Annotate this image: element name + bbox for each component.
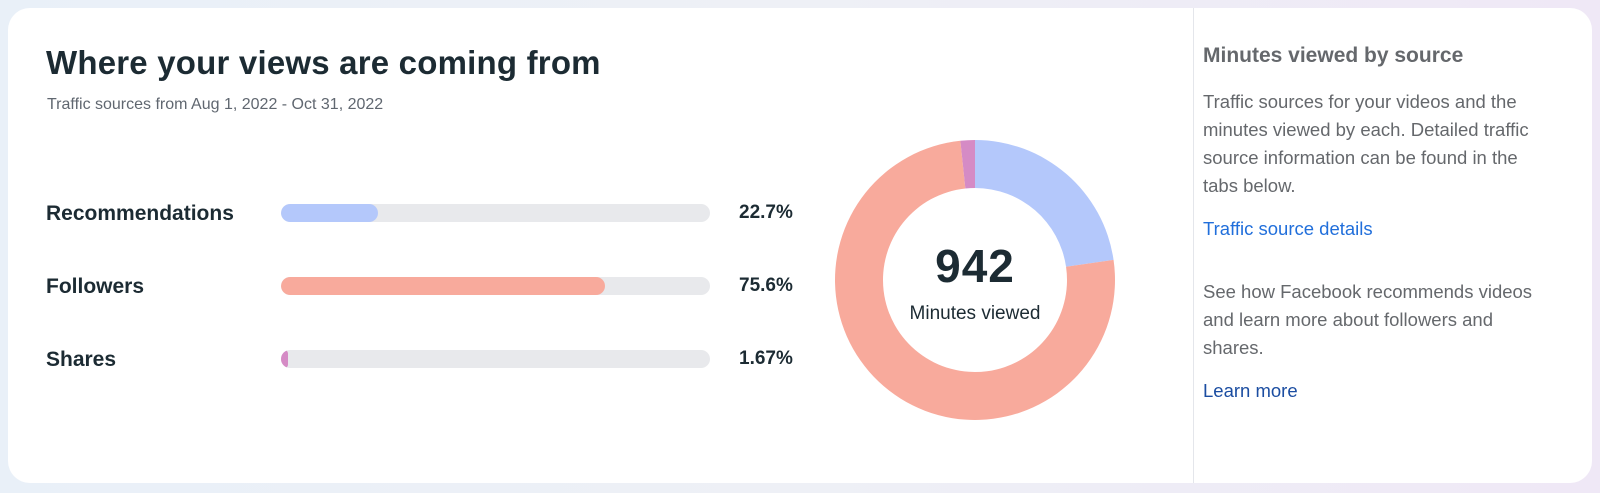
source-row-shares: Shares 1.67% — [46, 344, 806, 374]
donut-slice-shares — [960, 140, 975, 189]
minutes-viewed-value: 942 — [935, 240, 1015, 292]
learn-more-link[interactable]: Learn more — [1203, 380, 1298, 401]
traffic-sources-main: Where your views are coming from Traffic… — [8, 8, 1193, 483]
minutes-viewed-caption: Minutes viewed — [909, 303, 1041, 324]
traffic-sources-card: Where your views are coming from Traffic… — [8, 8, 1592, 483]
source-percent: 1.67% — [739, 348, 793, 369]
source-percent: 75.6% — [739, 275, 793, 296]
donut-slice-followers — [835, 140, 1115, 420]
panel-divider — [1193, 8, 1194, 483]
source-bar-track — [281, 350, 710, 368]
date-range-subtitle: Traffic sources from Aug 1, 2022 - Oct 3… — [47, 96, 384, 113]
donut-slice-recommendations — [975, 140, 1114, 267]
source-percent: 22.7% — [739, 202, 793, 223]
source-bar-fill — [281, 277, 606, 295]
source-label: Recommendations — [46, 202, 234, 225]
source-bar-track — [281, 277, 710, 295]
source-row-recommendations: Recommendations 22.7% — [46, 198, 806, 228]
page-title: Where your views are coming from — [46, 44, 601, 81]
sidebar-title: Minutes viewed by source — [1203, 44, 1464, 67]
source-bar-fill — [281, 204, 379, 222]
sidebar-recommend-text: See how Facebook recommends videos and l… — [1203, 281, 1533, 358]
traffic-source-details-link[interactable]: Traffic source details — [1203, 218, 1373, 239]
donut-svg — [835, 140, 1115, 420]
info-sidebar: Minutes viewed by source Traffic sources… — [1195, 8, 1575, 483]
minutes-donut-chart: 942 Minutes viewed — [831, 136, 1119, 424]
sidebar-description: Traffic sources for your videos and the … — [1203, 91, 1529, 196]
source-bar-fill — [281, 350, 289, 368]
donut-center: 942 Minutes viewed — [831, 136, 1119, 424]
source-label: Followers — [46, 275, 145, 298]
source-label: Shares — [46, 348, 117, 371]
source-row-followers: Followers 75.6% — [46, 271, 806, 301]
source-bar-track — [281, 204, 710, 222]
